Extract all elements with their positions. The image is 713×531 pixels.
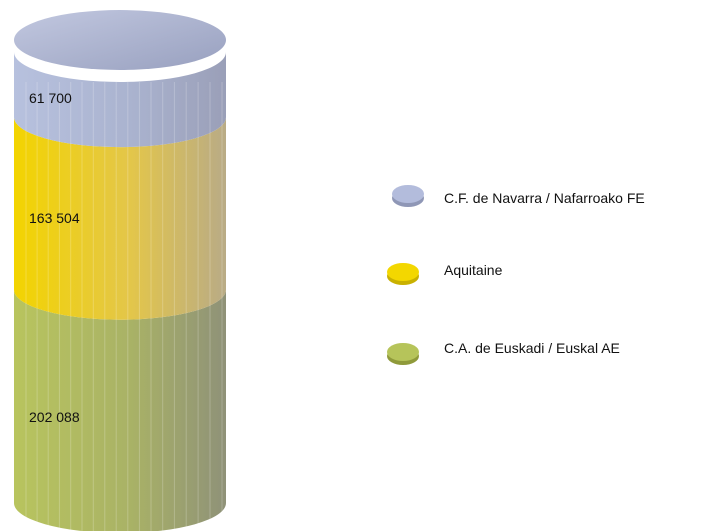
- cylinder-vertical-shading: [25, 82, 223, 531]
- segment-aquitaine: [14, 117, 226, 320]
- legend-label-aquitaine: Aquitaine: [444, 262, 503, 278]
- legend-item-aquitaine: Aquitaine: [387, 262, 503, 285]
- data-label-euskadi: 202 088: [29, 409, 80, 425]
- legend-swatch-euskadi: [387, 343, 419, 361]
- legend-item-euskadi: C.A. de Euskadi / Euskal AE: [387, 340, 620, 365]
- cylinder-top-cap: [14, 10, 226, 70]
- legend-swatch-aquitaine: [387, 263, 419, 281]
- legend-swatch-navarra: [392, 185, 424, 203]
- segment-euskadi: [14, 289, 226, 531]
- segment-navarra: [14, 52, 226, 148]
- legend-item-navarra: C.F. de Navarra / Nafarroako FE: [392, 185, 645, 207]
- legend-label-navarra: C.F. de Navarra / Nafarroako FE: [444, 190, 645, 206]
- cylinder-segments: [14, 52, 226, 531]
- data-label-aquitaine: 163 504: [29, 210, 80, 226]
- data-label-navarra: 61 700: [29, 90, 72, 106]
- legend-label-euskadi: C.A. de Euskadi / Euskal AE: [444, 340, 620, 356]
- legend: C.F. de Navarra / Nafarroako FE Aquitain…: [387, 185, 645, 365]
